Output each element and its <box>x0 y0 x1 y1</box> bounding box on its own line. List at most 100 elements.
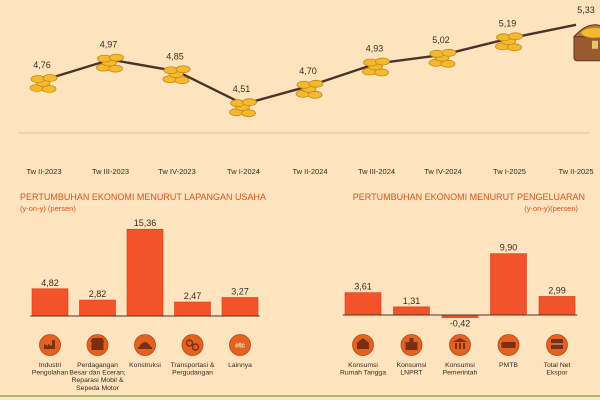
quarter-value-label: 4,76 <box>33 60 51 70</box>
gold-coin <box>374 68 389 77</box>
gold-coin-stack-icon <box>96 53 124 73</box>
helmet-shape <box>139 342 151 347</box>
bar <box>490 253 527 316</box>
gold-coin <box>441 48 457 57</box>
machine-shape <box>501 342 516 348</box>
government-icon <box>449 334 471 356</box>
gold-coin <box>242 98 257 107</box>
category-label: Besar dan Eceran; <box>69 370 125 377</box>
etc-icon-label: etc <box>235 343 245 350</box>
gold-coin-stack-icon <box>229 98 257 118</box>
quarter-label: Tw II-2024 <box>292 167 327 176</box>
bar-value-label: 4,82 <box>41 278 59 288</box>
etc-icon: etc <box>229 334 251 356</box>
quarter-value-label: 5,33 <box>577 5 595 15</box>
export-icon <box>546 334 568 356</box>
quarter-label: Tw I-2024 <box>227 167 260 176</box>
category-label: Ekspor <box>546 370 568 377</box>
category-label: Transportasi & <box>171 362 215 369</box>
category-label: Konsumsi <box>397 362 427 369</box>
bar-value-label: 2,47 <box>184 291 202 301</box>
quarter-label: Tw IV-2024 <box>424 167 462 176</box>
bar <box>126 228 164 317</box>
chest-gold <box>580 27 600 39</box>
building-shape <box>405 342 418 350</box>
gold-coin <box>440 59 456 68</box>
treasure-chest-icon <box>572 24 600 62</box>
bar <box>538 296 576 316</box>
nonprofit-icon <box>400 334 423 356</box>
machinery-icon <box>497 334 520 356</box>
quarter-value-label: 4,97 <box>100 40 118 50</box>
shop-shape <box>91 342 104 350</box>
category-label: Rumah Tangga <box>340 370 386 377</box>
gold-coin <box>308 79 324 88</box>
gold-coin <box>508 32 523 41</box>
category-label: Lainnya <box>228 362 252 369</box>
quarter-axis-labels: Tw II-2023 Tw III-2023 Tw IV-2023 Tw I-2024… <box>26 167 593 176</box>
bar <box>344 292 382 316</box>
category-label: Konstruksi <box>129 362 161 369</box>
column-shape <box>455 343 457 349</box>
quarter-value-label: 4,51 <box>233 84 251 94</box>
gold-coin <box>307 90 323 99</box>
chest-lock <box>592 40 598 49</box>
bar <box>31 288 69 317</box>
shop-roof <box>90 338 105 342</box>
gold-coin <box>41 85 57 93</box>
gold-coin <box>375 57 390 66</box>
bar-value-label: -0,42 <box>450 319 471 329</box>
roof-shape <box>453 338 467 342</box>
factory-icon <box>39 334 61 356</box>
bar-value-label: 15,36 <box>134 218 157 228</box>
category-label: Pemerintah <box>443 370 478 377</box>
gold-coin-stack-icon <box>428 48 457 68</box>
gold-coin-stack-icon <box>29 74 58 93</box>
quarter-label: Tw II-2025 <box>558 167 593 176</box>
gold-coin <box>42 74 58 82</box>
quarter-label: Tw III-2023 <box>92 167 129 176</box>
category-label: Total Net <box>544 362 571 369</box>
category-label: Pengolahan <box>32 370 69 377</box>
gold-coin-stack-icon <box>295 79 324 99</box>
bar <box>221 297 259 317</box>
quarter-value-label: 5,02 <box>432 35 450 45</box>
transport-wheel <box>191 343 200 351</box>
gold-coin-stack-icon <box>495 32 523 52</box>
bar <box>174 301 211 317</box>
category-label: PMTB <box>499 362 518 369</box>
icon-circle <box>229 334 251 356</box>
quarter-label: Tw III-2024 <box>358 167 395 176</box>
building-top <box>409 338 414 342</box>
house-shape <box>357 338 369 349</box>
gold-coin <box>109 53 124 62</box>
sector-chart-unit: (y-on-y) (persen) <box>20 204 76 213</box>
bar <box>393 306 430 316</box>
bar-value-label: 1,31 <box>403 296 421 306</box>
gold-coin-stack-icon <box>362 57 390 77</box>
transport-wheel <box>185 339 194 347</box>
bar-value-label: 2,99 <box>548 285 566 295</box>
category-label: Sepeda Motor <box>76 385 119 392</box>
column-shape <box>463 343 465 349</box>
expenditure-chart-title: PERTUMBUHAN EKONOMI MENURUT PENGELUARAN <box>353 192 585 202</box>
bar-value-label: 3,61 <box>354 282 372 292</box>
quarter-value-label: 4,93 <box>366 44 384 54</box>
expenditure-chart-unit: (y-on-y)(persen) <box>524 204 578 213</box>
category-label: LNPRT <box>400 370 422 377</box>
category-label: Perdagangan <box>77 362 118 369</box>
quarter-label: Tw I-2025 <box>493 167 526 176</box>
household-icon <box>352 334 374 356</box>
category-label: Industri <box>39 362 62 369</box>
quarter-label: Tw IV-2023 <box>158 167 196 176</box>
gold-coin <box>507 43 522 52</box>
sector-chart-title: PERTUMBUHAN EKONOMI MENURUT LAPANGAN USA… <box>20 192 266 202</box>
shop-icon <box>86 334 109 356</box>
category-label: Konsumsi <box>348 362 378 369</box>
quarter-value-label: 4,85 <box>166 51 184 61</box>
quarter-value-label: 4,70 <box>299 66 317 76</box>
category-label: Reparasi Mobil & <box>72 377 124 384</box>
bar-value-label: 2,82 <box>89 289 107 299</box>
